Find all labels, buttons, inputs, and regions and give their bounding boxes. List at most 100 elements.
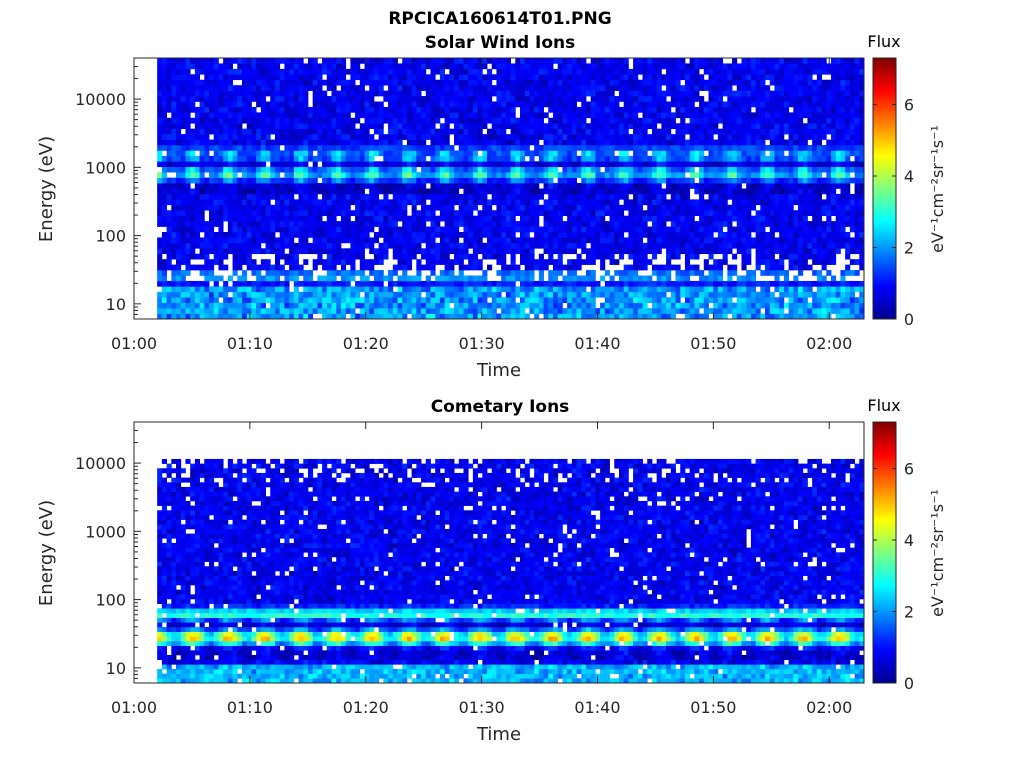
heatmap-cell <box>223 302 229 309</box>
heatmap-cell <box>647 259 653 265</box>
heatmap-cell <box>524 313 530 320</box>
heatmap-cell <box>345 253 351 260</box>
heatmap-cell <box>609 237 615 244</box>
heatmap-cell <box>237 297 243 303</box>
heatmap-cell <box>373 58 380 64</box>
heatmap-cell <box>185 112 191 119</box>
heatmap-cell <box>487 253 493 260</box>
heatmap-cell <box>213 177 219 184</box>
heatmap-cell <box>166 123 172 129</box>
heatmap-cell <box>576 79 582 86</box>
heatmap-cell <box>642 166 648 173</box>
heatmap-cell <box>628 199 634 206</box>
heatmap-cell <box>567 74 573 81</box>
heatmap-cell <box>246 155 252 162</box>
heatmap-cell <box>331 85 337 91</box>
heatmap-cell <box>637 248 643 255</box>
heatmap-cell <box>628 188 634 195</box>
heatmap-cell <box>666 183 672 189</box>
heatmap-cell <box>553 199 559 206</box>
heatmap-cell <box>388 85 394 91</box>
heatmap-cell <box>241 215 248 222</box>
heatmap-cell <box>293 139 299 146</box>
heatmap-cell <box>307 177 314 184</box>
heatmap-cell <box>529 68 535 75</box>
heatmap-cell <box>340 232 347 238</box>
heatmap-cell <box>468 253 474 260</box>
heatmap-cell <box>166 58 172 64</box>
heatmap-cell <box>529 106 535 113</box>
heatmap-cell <box>185 117 191 124</box>
heatmap-cell <box>256 101 262 108</box>
heatmap-cell <box>656 96 662 102</box>
heatmap-cell <box>529 270 535 276</box>
heatmap-cell <box>595 237 601 244</box>
heatmap-cell <box>392 166 398 173</box>
heatmap-cell <box>482 199 488 206</box>
heatmap-cell <box>322 188 328 195</box>
heatmap-cell <box>585 248 592 255</box>
heatmap-cell <box>369 199 375 206</box>
heatmap-cell <box>656 90 662 97</box>
heatmap-cell <box>571 188 577 195</box>
heatmap-cell <box>670 237 676 244</box>
heatmap-cell <box>373 63 380 70</box>
heatmap-cell <box>312 155 318 162</box>
heatmap-cell <box>246 188 252 195</box>
heatmap-cell <box>157 270 163 276</box>
heatmap-cell <box>637 237 643 244</box>
heatmap-cell <box>406 264 413 271</box>
heatmap-cell <box>251 85 257 91</box>
heatmap-cell <box>298 172 304 178</box>
heatmap-cell <box>397 134 403 140</box>
heatmap-cell <box>241 221 248 227</box>
heatmap-cell <box>458 74 464 81</box>
heatmap-cell <box>496 90 502 97</box>
heatmap-cell <box>406 177 413 184</box>
heatmap-cell <box>199 221 205 227</box>
heatmap-cell <box>435 286 441 293</box>
heatmap-cell <box>557 112 563 119</box>
heatmap-cell <box>355 117 361 124</box>
heatmap-cell <box>392 183 398 189</box>
heatmap-cell <box>180 85 186 91</box>
heatmap-cell <box>194 232 200 238</box>
heatmap-cell <box>402 275 408 282</box>
heatmap-cell <box>449 275 455 282</box>
heatmap-cell <box>204 79 210 86</box>
heatmap-cell <box>463 232 469 238</box>
heatmap-cell <box>623 166 629 173</box>
heatmap-cell <box>458 166 464 173</box>
heatmap-cell <box>209 270 215 276</box>
heatmap-cell <box>237 193 243 200</box>
heatmap-cell <box>585 259 592 265</box>
heatmap-cell <box>241 145 248 151</box>
heatmap-cell <box>265 308 271 314</box>
heatmap-cell <box>501 139 507 146</box>
heatmap-cell <box>194 112 200 119</box>
heatmap-cell <box>590 172 596 178</box>
heatmap-cell <box>336 313 342 320</box>
heatmap-cell <box>684 155 691 162</box>
heatmap-cell <box>359 280 365 287</box>
heatmap-cell <box>416 297 422 303</box>
heatmap-cell <box>439 172 446 178</box>
heatmap-cell <box>326 172 332 178</box>
heatmap-cell <box>425 248 431 255</box>
heatmap-cell <box>256 123 262 129</box>
heatmap-cell <box>628 286 634 293</box>
heatmap-cell <box>524 215 530 222</box>
heatmap-cell <box>647 90 653 97</box>
heatmap-cell <box>350 58 356 64</box>
heatmap-cell <box>378 226 384 233</box>
heatmap-cell <box>567 308 573 314</box>
heatmap-cell <box>383 90 389 97</box>
heatmap-cell <box>166 161 172 168</box>
heatmap-cell <box>411 139 417 146</box>
heatmap-cell <box>336 139 342 146</box>
heatmap-cell <box>642 106 648 113</box>
heatmap-cell <box>604 58 610 64</box>
heatmap-cell <box>416 96 422 102</box>
heatmap-cell <box>600 188 606 195</box>
heatmap-cell <box>491 117 497 124</box>
